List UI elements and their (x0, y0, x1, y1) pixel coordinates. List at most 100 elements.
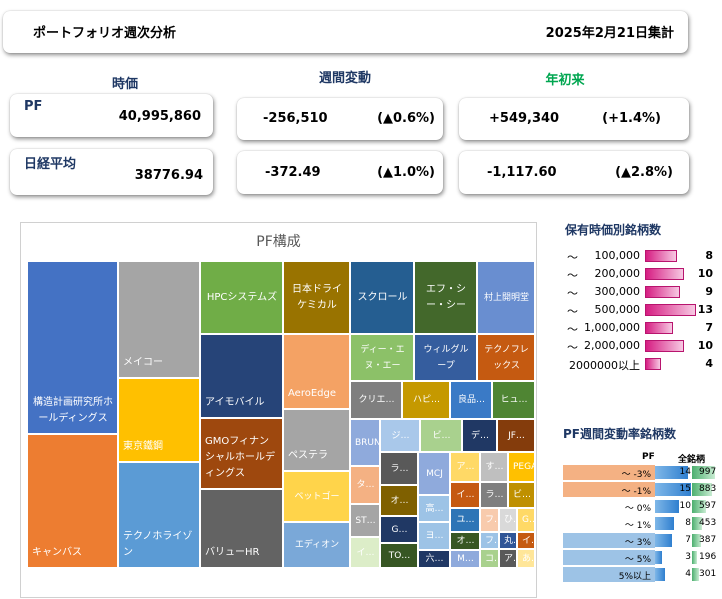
treemap-tile[interactable]: AeroEdge (283, 334, 350, 409)
treemap-tile[interactable]: コ… (480, 549, 499, 568)
weekly-change-all-count: 453 (699, 518, 717, 528)
treemap-tile-label: 良品… (457, 395, 485, 405)
treemap-tile-label: ラ… (390, 463, 409, 474)
treemap-tile[interactable]: ST… (350, 504, 380, 537)
treemap-tile-label: ST… (355, 515, 376, 526)
treemap-tile[interactable]: ラ… (380, 452, 418, 485)
treemap-tile[interactable]: 良品… (450, 381, 492, 419)
treemap-tile[interactable]: ユ… (450, 508, 480, 532)
treemap-tile[interactable]: ビ… (508, 482, 535, 508)
treemap-tile-label: ペステラ (288, 450, 328, 461)
treemap-tile[interactable]: MCJ (418, 452, 450, 495)
pf-weekly-card: -256,510 (▲0.6%) (237, 98, 443, 140)
treemap-tile[interactable]: テクノフレックス (477, 334, 535, 381)
treemap-tile-label: メイコー (123, 357, 163, 368)
nikkei-price-card: 日経平均 38776.94 (10, 149, 213, 195)
treemap-tile[interactable]: オ… (450, 532, 480, 550)
treemap-tile[interactable]: PEGA… (508, 452, 535, 482)
treemap-tile[interactable]: あ… (517, 549, 535, 568)
treemap-tile[interactable]: ひ… (499, 508, 517, 532)
treemap-tile[interactable]: 東京鐵鋼 (118, 378, 200, 462)
holdings-row: ～ 2,000,000 10 (563, 338, 713, 354)
treemap-tile[interactable]: 村上開明堂 (477, 261, 535, 334)
treemap-tile[interactable]: ウィルグループ (414, 334, 477, 381)
treemap-tile[interactable]: 構造計画研究所ホールディングス (27, 261, 118, 434)
treemap-tile-label: テクノホライゾン (123, 531, 193, 558)
treemap-tile-label: あ… (522, 553, 534, 564)
treemap-tile[interactable]: ア… (450, 452, 480, 482)
treemap-tile[interactable]: イ… (517, 532, 535, 549)
treemap-tile-label: ア… (456, 462, 475, 472)
treemap-tile[interactable]: 丸… (499, 532, 517, 549)
holdings-row-count: 13 (697, 303, 713, 316)
treemap-tile[interactable]: G… (517, 508, 535, 532)
treemap-tile[interactable]: ディー・エヌ・エー (350, 334, 414, 381)
treemap-tile[interactable]: イ… (450, 482, 480, 508)
treemap-tile[interactable]: ペステラ (283, 409, 350, 471)
treemap-tile[interactable]: GMOフィナンシャルホールディングス (200, 418, 283, 489)
pf-weekly-pct: (▲0.6%) (377, 111, 435, 126)
treemap-tile-label: 六… (425, 554, 444, 564)
treemap-tile[interactable]: 日本ドライケミカル (283, 261, 350, 334)
treemap-tile[interactable]: BRUNO (350, 419, 380, 466)
treemap-tile[interactable]: ジ… (380, 419, 420, 452)
treemap-tile[interactable]: G… (380, 516, 418, 543)
treemap-tile-label: す… (485, 462, 504, 472)
holdings-by-value-title: 保有時価別銘柄数 (565, 223, 662, 237)
treemap-tile-label: MCJ (426, 468, 443, 479)
treemap-tile[interactable]: タ… (350, 466, 380, 504)
treemap-tile[interactable]: イ… (350, 537, 380, 568)
weekly-change-pf-count: 15 (679, 484, 691, 494)
treemap-tile[interactable]: JF… (497, 419, 535, 452)
treemap-tile[interactable]: キャンバス (27, 434, 118, 568)
weekly-change-pf-count: 4 (685, 569, 691, 579)
treemap-tile[interactable]: エディオン (283, 522, 350, 568)
treemap-tile[interactable]: ア… (499, 549, 517, 568)
treemap-tile-label: デ… (470, 430, 489, 441)
treemap-tile[interactable]: フ… (480, 532, 499, 549)
treemap-tile[interactable]: デ… (462, 419, 497, 452)
treemap-tile[interactable]: アイモバイル (200, 334, 283, 418)
treemap-tile[interactable]: HPCシステムズ (200, 261, 283, 334)
treemap-tile[interactable]: 高… (418, 495, 450, 522)
treemap-tile[interactable]: す… (480, 452, 508, 482)
weekly-change-range: ～ -1% (563, 482, 655, 497)
treemap-tile[interactable]: クリエ… (350, 381, 402, 419)
treemap-tile[interactable]: エフ・シー・シー (414, 261, 477, 334)
holdings-row-tilde: ～ (567, 305, 578, 318)
treemap-tile[interactable]: ベットゴー (283, 471, 350, 522)
treemap-tile[interactable]: フ… (480, 508, 499, 532)
treemap-tile[interactable]: バリューHR (200, 489, 283, 568)
treemap-tile-label: ディー・エヌ・エー (360, 344, 405, 371)
treemap-tile[interactable]: TO… (380, 543, 418, 568)
treemap-tile-label: GMOフィナンシャルホールディングス (205, 436, 275, 479)
weekly-change-all-count: 883 (699, 484, 717, 494)
treemap-tile[interactable]: テクノホライゾン (118, 462, 200, 568)
treemap-tile[interactable]: ヒュ… (492, 381, 535, 419)
treemap-tile[interactable]: M… (450, 550, 480, 568)
weekly-change-range: ～ -3% (563, 465, 655, 480)
treemap-tile[interactable]: スクロール (350, 261, 414, 334)
treemap-tile[interactable]: 六… (418, 550, 450, 568)
weekly-change-all-bar (692, 551, 697, 564)
treemap-tile[interactable]: メイコー (118, 261, 200, 378)
weekly-change-all-bar (692, 534, 701, 547)
treemap-tile-label: 高… (425, 503, 444, 514)
weekly-change-all-bar (692, 483, 712, 496)
portfolio-treemap: PF構成 構造計画研究所ホールディングス キャンバス メイコー 東京鐵鋼 テクノホライゾ… (20, 222, 537, 598)
weekly-change-pf-count: 3 (685, 552, 691, 562)
treemap-tile-label: ジ… (391, 430, 410, 441)
holdings-row-label: 200,000 (594, 267, 641, 280)
weekly-change-range-label: ～ -1% (621, 487, 651, 497)
treemap-tile[interactable]: ハピ… (402, 381, 450, 419)
treemap-tile[interactable]: ビ… (420, 419, 462, 452)
treemap-tile-label: クリエ… (358, 395, 395, 405)
weekly-change-range: ～ 0% (563, 499, 655, 514)
holdings-row-bar (645, 268, 684, 280)
pf-ytd-pct: (+1.4%) (602, 111, 661, 126)
treemap-tile[interactable]: オ… (380, 485, 418, 516)
treemap-tile[interactable]: ラ… (480, 482, 508, 508)
treemap-tile[interactable]: ヨ… (418, 522, 450, 550)
weekly-change-row: ～ 0% 10 597 (563, 499, 716, 514)
pf-label: PF (24, 99, 43, 114)
